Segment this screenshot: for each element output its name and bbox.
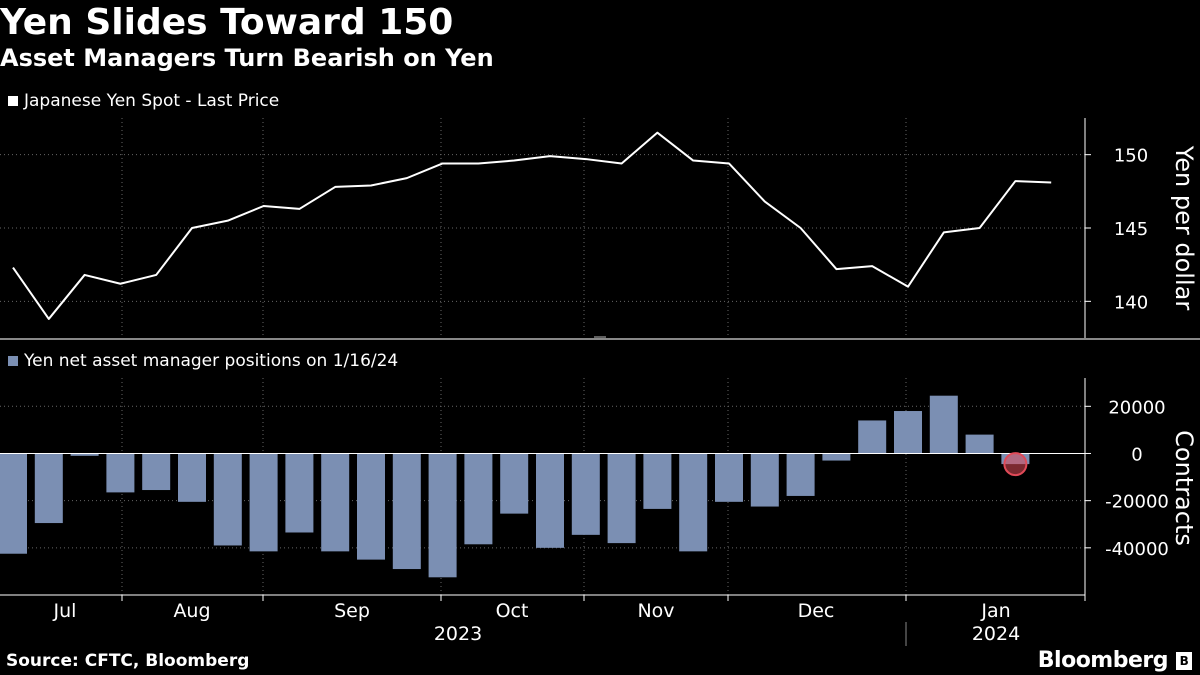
bar [392, 453, 421, 570]
bar-legend-swatch [8, 356, 18, 366]
bar [178, 453, 206, 502]
bloomberg-b-icon: B [1176, 651, 1192, 670]
bar [106, 453, 135, 493]
bar [679, 453, 708, 552]
yen-spot-line [12, 131, 1052, 320]
y-tick-label-top: 150 [1114, 146, 1148, 167]
y-tick-label-bottom: 20000 [1108, 397, 1165, 418]
bar [571, 453, 600, 535]
month-label: Nov [637, 600, 674, 622]
bar [750, 453, 779, 507]
bar [249, 453, 278, 552]
bar [34, 453, 63, 524]
y-tick-label-bottom: -40000 [1105, 539, 1169, 560]
bar [965, 434, 994, 454]
bar [536, 453, 564, 548]
year-label: 2023 [434, 623, 482, 645]
latest-bar-highlight [1003, 452, 1028, 477]
bar [213, 453, 242, 546]
bloomberg-logo: Bloomberg B [1038, 648, 1192, 673]
month-label: Sep [334, 600, 370, 622]
y-tick-label-bottom: 0 [1131, 444, 1142, 465]
line-layer [12, 131, 1052, 320]
bar [894, 411, 922, 454]
line-y-axis-label: Yen per dollar [1170, 145, 1198, 311]
axis-layer: 140 145 150 20000 0 -20000 -40000 Jul Aug Sep Oct N… [0, 118, 1200, 646]
bar [715, 453, 743, 502]
bar-y-axis-label: Contracts [1170, 430, 1198, 546]
bar [607, 453, 636, 544]
year-label: 2024 [972, 623, 1020, 645]
bar [142, 453, 171, 491]
y-tick-label-bottom: -20000 [1105, 492, 1169, 513]
bar [285, 453, 314, 533]
bar [858, 420, 887, 454]
line-legend-label: Japanese Yen Spot - Last Price [24, 91, 280, 111]
bar [0, 453, 27, 554]
bar [70, 453, 99, 456]
line-legend: Japanese Yen Spot - Last Price [8, 91, 279, 111]
brand-wordmark: Bloomberg [1037, 648, 1169, 673]
month-label: Jul [53, 600, 77, 622]
bar [500, 453, 529, 514]
bar [929, 395, 958, 454]
y-tick-label-top: 145 [1114, 219, 1148, 240]
bar [786, 453, 815, 496]
source-note: Source: CFTC, Bloomberg [6, 651, 250, 671]
month-label: Dec [798, 600, 835, 622]
bar [822, 453, 851, 461]
month-label: Jan [980, 600, 1010, 622]
chart-subtitle: Asset Managers Turn Bearish on Yen [0, 44, 494, 72]
bar [357, 453, 385, 560]
bar [464, 453, 493, 545]
bar-legend: Yen net asset manager positions on 1/16/… [8, 351, 398, 371]
bar [643, 453, 672, 509]
y-tick-label-top: 140 [1114, 292, 1148, 313]
bar [428, 453, 457, 578]
month-label: Aug [173, 600, 210, 622]
bar-legend-label: Yen net asset manager positions on 1/16/… [24, 351, 399, 371]
chart-title: Yen Slides Toward 150 [0, 2, 454, 43]
line-legend-swatch [8, 96, 18, 106]
bars-layer [0, 395, 1085, 578]
bar [321, 453, 350, 552]
month-label: Oct [496, 600, 529, 622]
